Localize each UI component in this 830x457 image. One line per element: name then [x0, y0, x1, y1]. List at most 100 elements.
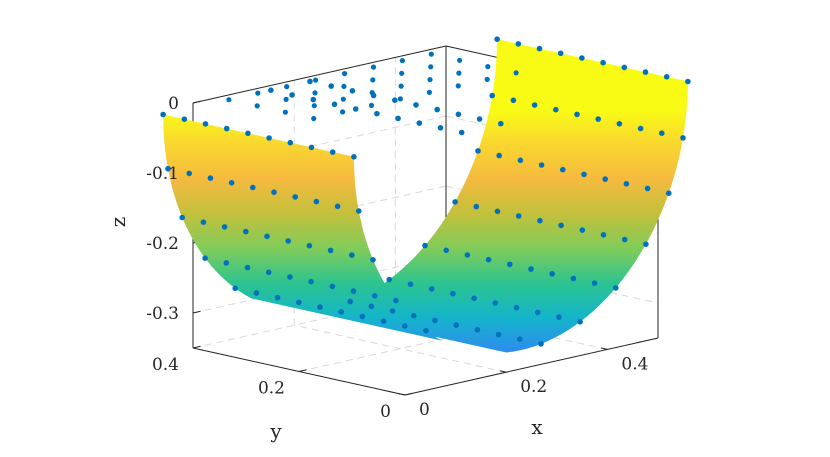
scatter-point	[349, 88, 356, 94]
scatter-point	[223, 260, 230, 266]
scatter-point	[453, 322, 460, 328]
scatter-point	[370, 257, 376, 263]
scatter-point	[616, 121, 623, 127]
scatter-point	[452, 199, 458, 205]
scatter-point	[577, 319, 583, 325]
scatter-point	[560, 166, 566, 173]
surface-sheet-left	[163, 114, 443, 341]
scatter-point	[485, 256, 492, 263]
z-tick-mark	[192, 310, 201, 314]
scatter-point	[313, 77, 319, 83]
scatter-point	[352, 106, 359, 112]
scatter-point	[458, 129, 465, 136]
scatter-point	[292, 194, 299, 200]
scatter-point	[160, 111, 166, 118]
scatter-point	[342, 71, 348, 77]
scatter-point	[507, 261, 513, 268]
scatter-point	[221, 224, 228, 230]
scatter-point	[289, 92, 295, 98]
scatter-point	[517, 336, 523, 343]
scatter-point	[537, 217, 543, 224]
scatter-point	[307, 78, 313, 85]
scatter-point	[308, 278, 314, 285]
scatter-point	[200, 219, 207, 225]
scatter-point	[644, 185, 651, 192]
scatter-point	[450, 290, 456, 297]
scatter-point	[515, 41, 522, 47]
scatter-point	[531, 102, 538, 108]
scatter-point	[268, 87, 274, 93]
scatter-point	[317, 304, 323, 310]
scatter-point	[395, 115, 401, 122]
scatter-point	[356, 208, 362, 214]
axes-box-edge	[404, 337, 659, 396]
scatter-point	[473, 203, 480, 210]
scatter-point	[371, 293, 378, 299]
z-axis-label: z	[106, 217, 130, 228]
scatter-point	[329, 149, 336, 155]
scatter-point	[570, 275, 577, 282]
scatter-point	[443, 247, 450, 254]
scatter-point	[243, 228, 249, 235]
scatter-point	[538, 341, 544, 347]
scatter-point	[392, 97, 398, 103]
scatter-point	[341, 83, 347, 89]
scatter-point	[423, 327, 429, 334]
y-tick-label: 0	[380, 402, 391, 422]
scatter-point	[556, 314, 562, 320]
y-tick-label: 0.4	[152, 355, 179, 375]
scatter-point	[498, 120, 504, 127]
scatter-point	[393, 297, 399, 304]
scatter-point	[513, 304, 520, 311]
grid-line-z	[192, 115, 447, 174]
scatter-point	[455, 111, 462, 118]
x-tick-mark	[398, 393, 406, 396]
scatter-point	[666, 190, 672, 196]
scatter-point	[637, 125, 644, 132]
scatter-point	[283, 96, 289, 102]
y-tick-mark	[298, 369, 307, 372]
scatter-point	[422, 242, 428, 249]
scatter-point	[350, 288, 357, 294]
scatter-point	[476, 116, 483, 122]
scatter-point	[416, 120, 423, 126]
scatter-point	[685, 78, 691, 85]
scatter-point	[338, 309, 345, 315]
scatter-point	[264, 233, 270, 240]
grid-line-z	[192, 185, 447, 244]
z-tick-label: -0.2	[146, 234, 179, 254]
axes-box-edge	[192, 45, 447, 104]
scatter-point	[282, 109, 288, 115]
surface	[163, 39, 688, 353]
scatter-point	[494, 36, 500, 42]
scatter-point	[623, 181, 630, 187]
x-tick-mark	[499, 370, 507, 373]
scatter-point	[663, 74, 670, 80]
scatter-point	[253, 290, 260, 296]
scatter-point	[226, 97, 232, 103]
scatter-point	[232, 285, 238, 292]
scatter-point	[621, 236, 628, 243]
scatter-points	[160, 36, 691, 347]
scatter-point	[399, 58, 405, 64]
scatter-point	[581, 171, 587, 178]
scatter-point	[591, 280, 598, 287]
scatter-point	[179, 214, 185, 221]
scatter-point	[411, 312, 417, 319]
scatter-point	[485, 64, 491, 70]
scatter-point	[528, 266, 534, 272]
scatter-point	[285, 238, 292, 244]
scatter-point	[538, 162, 545, 168]
scatter-point	[254, 103, 260, 109]
scatter-point	[407, 281, 414, 288]
scatter-point	[347, 298, 354, 305]
scatter-point	[492, 300, 499, 306]
scatter-point	[398, 83, 404, 89]
scatter-point	[534, 309, 541, 316]
scatter-point	[202, 255, 208, 261]
scatter-point	[329, 283, 336, 290]
scatter-point	[495, 331, 502, 338]
scatter-point	[471, 295, 477, 302]
scatter-point	[266, 135, 272, 141]
z-tick-label: -0.1	[146, 164, 179, 184]
